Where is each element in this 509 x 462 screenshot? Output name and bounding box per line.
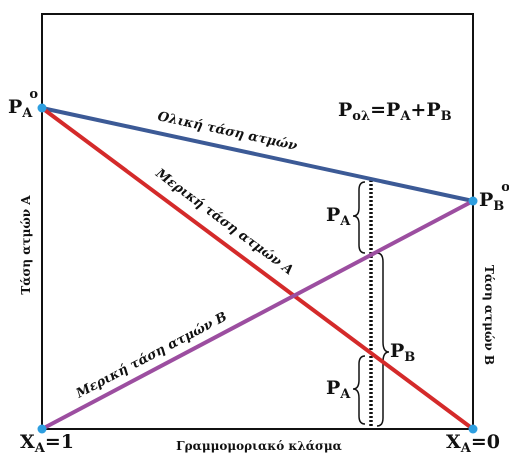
point-xa1 (37, 424, 47, 434)
label-partial-pressure-b: Μερική τάση ατμών Β (73, 309, 230, 402)
partial-pressure-b-line (41, 199, 474, 431)
label-xa1: XA=1 (20, 431, 74, 456)
y-axis-right-label: Τάση ατμών Β (482, 265, 496, 365)
x-axis-label: Γραμμομοριακό κλάσμα (176, 439, 342, 453)
label-upper-pa: PA (326, 204, 351, 229)
total-pressure-equation: Pολ=PA+PB (338, 99, 452, 124)
label-pb: PB (390, 340, 415, 365)
label-pb0: PBo (479, 180, 509, 214)
label-xa0: XA=0 (446, 431, 500, 456)
label-partial-pressure-a: Μερική τάση ατμών Α (152, 166, 296, 279)
label-lower-pa: PA (326, 377, 351, 402)
point-pb0 (468, 196, 478, 206)
point-pa0 (37, 103, 47, 113)
brace-upper-pa (352, 181, 366, 254)
y-axis-left-label: Τάση ατμών Α (19, 195, 33, 295)
total-pressure-line (41, 106, 474, 203)
point-xa0 (468, 424, 478, 434)
label-pa0: PAo (8, 87, 38, 121)
partial-pressure-a-line (40, 106, 475, 431)
brace-pb (376, 252, 390, 427)
diagram-frame (41, 13, 474, 430)
brace-lower-pa (352, 355, 366, 425)
